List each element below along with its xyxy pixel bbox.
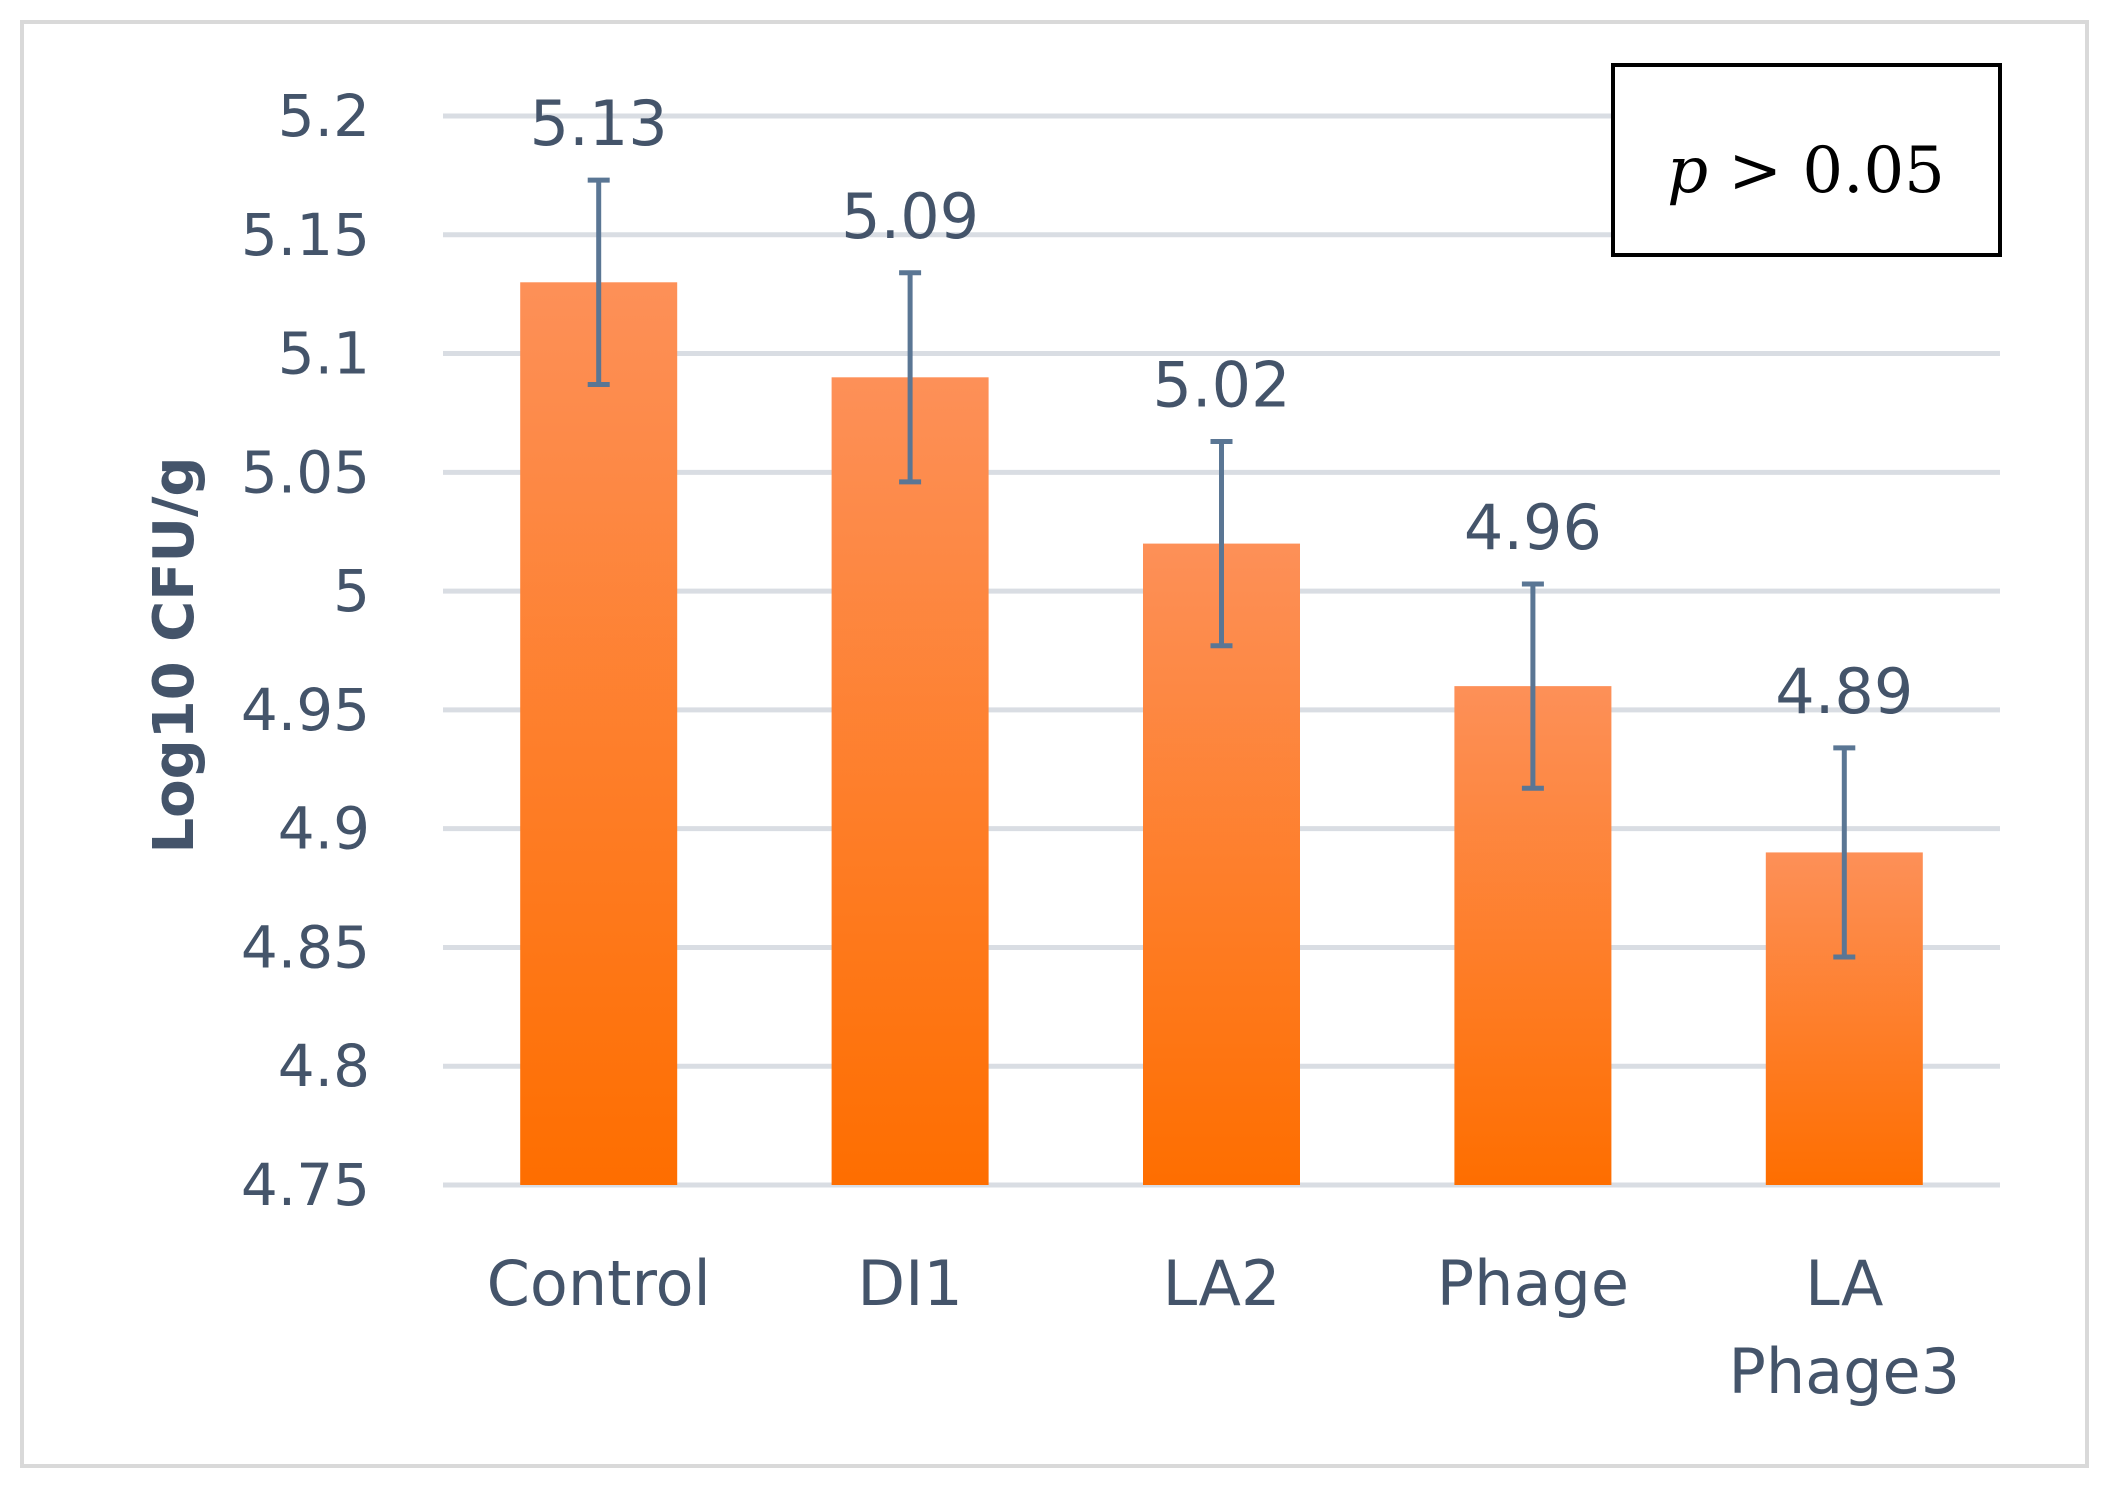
y-tick-label: 4.95 (241, 676, 370, 744)
data-label: 4.96 (1464, 491, 1602, 564)
y-tick-label: 4.75 (241, 1151, 370, 1219)
error-bar (1833, 745, 1856, 960)
chart-frame (20, 20, 2089, 1468)
y-axis-title: Log10 CFU/g (142, 456, 207, 853)
error-bar (1521, 581, 1544, 791)
x-category-label: Control (487, 1247, 711, 1320)
data-labels: 5.13 5.09 5.02 4.96 4.89 (530, 87, 1914, 728)
y-tick-label: 4.9 (278, 795, 370, 863)
annotation-text: p > 0.05 (1667, 134, 1945, 208)
y-tick-label: 5.1 (278, 320, 370, 388)
x-category-label: LA (1805, 1247, 1883, 1320)
data-label: 4.89 (1775, 655, 1913, 728)
data-label: 5.13 (530, 87, 668, 160)
x-category-label: Phage (1437, 1247, 1629, 1320)
bar (1143, 543, 1300, 1185)
annotation-value: > 0.05 (1708, 134, 1945, 208)
annotation-symbol: p (1667, 134, 1708, 208)
y-tick-label: 5.05 (241, 438, 370, 506)
error-bar (587, 177, 610, 387)
x-category-label: DI1 (857, 1247, 962, 1320)
y-tick-label: 4.85 (241, 913, 370, 981)
x-category-label: LA2 (1163, 1247, 1281, 1320)
x-axis-categories: Control DI1 LA2 Phage LA Phage3 (487, 1247, 1960, 1408)
data-label: 5.02 (1152, 348, 1290, 421)
error-bar (1210, 438, 1233, 649)
bar (831, 377, 989, 1185)
y-tick-label: 4.8 (278, 1032, 370, 1100)
y-tick-label: 5.15 (241, 201, 370, 269)
annotation-box (1611, 63, 2002, 257)
x-category-label: Phage3 (1728, 1335, 1960, 1408)
data-label: 5.09 (841, 180, 979, 253)
bar (520, 282, 678, 1185)
y-tick-label: 5 (333, 557, 370, 625)
error-bars (587, 177, 1856, 960)
error-bar (899, 270, 922, 485)
y-tick-label: 5.2 (278, 82, 370, 150)
p-value-annotation: p > 0.05 (1611, 63, 2002, 257)
y-axis-ticks: 4.75 4.8 4.85 4.9 4.95 5 5.05 5.1 5.15 5.2 (241, 82, 370, 1219)
gridlines (443, 113, 2000, 1188)
